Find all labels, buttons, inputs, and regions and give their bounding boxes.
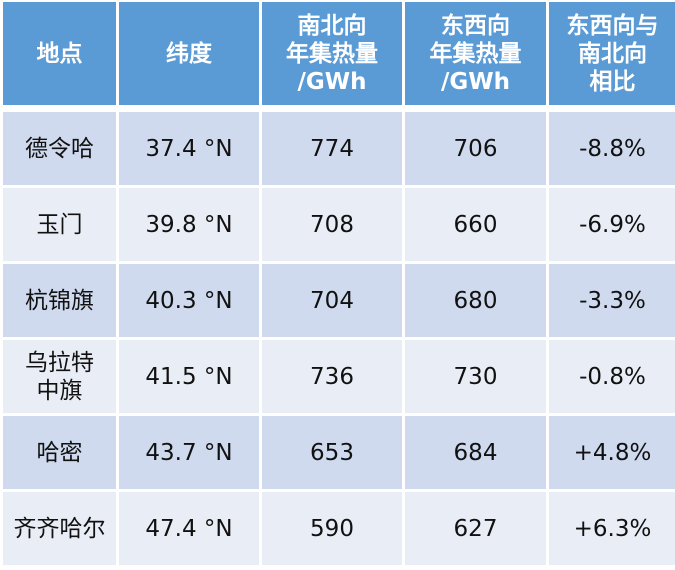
cell-ew-heat: 730 [405, 340, 546, 413]
cell-comparison: -3.3% [549, 264, 675, 337]
cell-comparison: -6.9% [549, 188, 675, 261]
cell-ns-heat: 708 [262, 188, 402, 261]
cell-ew-heat: 706 [405, 112, 546, 185]
header-ew-heat: 东西向 年集热量 /GWh [405, 2, 546, 105]
cell-comparison: +6.3% [549, 492, 675, 565]
cell-location: 齐齐哈尔 [3, 492, 116, 565]
cell-ew-heat: 680 [405, 264, 546, 337]
cell-location: 杭锦旗 [3, 264, 116, 337]
table-row: 德令哈 37.4 °N 774 706 -8.8% [3, 112, 675, 185]
cell-ew-heat: 684 [405, 416, 546, 489]
cell-latitude: 37.4 °N [119, 112, 259, 185]
table-row: 哈密 43.7 °N 653 684 +4.8% [3, 416, 675, 489]
cell-ns-heat: 704 [262, 264, 402, 337]
cell-latitude: 39.8 °N [119, 188, 259, 261]
table-row: 乌拉特 中旗 41.5 °N 736 730 -0.8% [3, 340, 675, 413]
cell-latitude: 43.7 °N [119, 416, 259, 489]
cell-latitude: 47.4 °N [119, 492, 259, 565]
header-location: 地点 [3, 2, 116, 105]
header-row: 地点 纬度 南北向 年集热量 /GWh 东西向 年集热量 /GWh 东西向与 南… [3, 2, 675, 105]
header-comparison: 东西向与 南北向 相比 [549, 2, 675, 105]
cell-location: 乌拉特 中旗 [3, 340, 116, 413]
cell-ns-heat: 653 [262, 416, 402, 489]
cell-comparison: -0.8% [549, 340, 675, 413]
cell-ew-heat: 627 [405, 492, 546, 565]
cell-ew-heat: 660 [405, 188, 546, 261]
cell-ns-heat: 736 [262, 340, 402, 413]
cell-latitude: 40.3 °N [119, 264, 259, 337]
cell-ns-heat: 774 [262, 112, 402, 185]
cell-location: 哈密 [3, 416, 116, 489]
table-row: 杭锦旗 40.3 °N 704 680 -3.3% [3, 264, 675, 337]
header-latitude: 纬度 [119, 2, 259, 105]
cell-comparison: -8.8% [549, 112, 675, 185]
cell-location: 德令哈 [3, 112, 116, 185]
table-row: 齐齐哈尔 47.4 °N 590 627 +6.3% [3, 492, 675, 565]
header-ns-heat: 南北向 年集热量 /GWh [262, 2, 402, 105]
table-row: 玉门 39.8 °N 708 660 -6.9% [3, 188, 675, 261]
cell-ns-heat: 590 [262, 492, 402, 565]
cell-latitude: 41.5 °N [119, 340, 259, 413]
cell-location: 玉门 [3, 188, 116, 261]
cell-comparison: +4.8% [549, 416, 675, 489]
